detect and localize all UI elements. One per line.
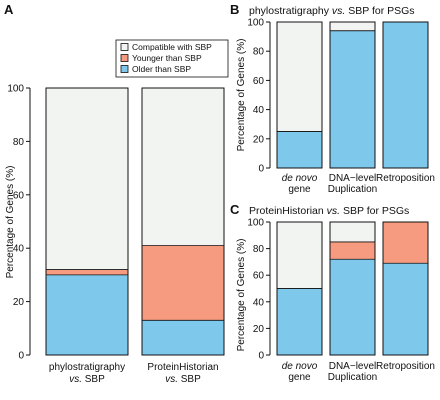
bar-segment-older	[142, 320, 224, 355]
bar-segment-older	[383, 263, 428, 355]
category-label: phylostratigraphy	[49, 362, 125, 373]
y-tick-label: 20	[253, 324, 265, 335]
chart-title-b-part2: vs.	[332, 5, 345, 17]
legend-swatch-compatible	[120, 43, 129, 51]
category-label: vs. SBP	[69, 374, 105, 385]
y-tick-label: 100	[7, 84, 24, 95]
bar-segment-older	[277, 131, 322, 168]
category-label: Duplication	[328, 184, 377, 195]
category-label: ProteinHistorian	[147, 362, 218, 373]
category-label-part: vs.	[69, 374, 82, 385]
y-axis-label-a: Percentage of Genes (%)	[5, 166, 16, 279]
bar-segment-older	[277, 288, 322, 355]
chart-panel-b: B phylostratigraphy vs. SBP for PSGs Per…	[230, 2, 435, 195]
panel-label-b: B	[230, 2, 239, 17]
y-tick-label: 100	[247, 218, 264, 229]
bar-segment-younger	[142, 245, 224, 321]
bar-segment-younger	[46, 269, 128, 275]
y-tick-label: 100	[247, 18, 264, 29]
chart-title-c-part1: ProteinHistorian	[249, 205, 327, 217]
bar-segment-compatible	[142, 88, 224, 246]
bar-outline	[276, 21, 323, 169]
bar-segment-older	[383, 22, 428, 168]
bar-segment-compatible	[330, 22, 375, 31]
bar-segment-older	[330, 259, 375, 355]
chart-panel-c: C ProteinHistorian vs. SBP for PSGs Perc…	[230, 202, 435, 383]
bars-panel-c	[276, 221, 429, 356]
bar-segment-younger	[330, 241, 375, 260]
bars-panel-a	[45, 87, 225, 356]
category-label: Retroposition	[376, 361, 435, 372]
legend-swatch-older	[120, 65, 129, 73]
category-label: Duplication	[328, 372, 377, 383]
legend-swatch-younger	[120, 54, 129, 62]
panel-label-c: C	[230, 202, 240, 217]
category-label: vs. SBP	[165, 374, 201, 385]
category-label: de novo	[282, 173, 318, 184]
category-label: gene	[288, 184, 311, 195]
chart-title-c-part3: SBP for PSGs	[340, 205, 409, 217]
bar-outline	[329, 21, 376, 169]
y-tick-label: 80	[253, 47, 265, 58]
chart-title-c-part2: vs.	[327, 205, 340, 217]
y-tick-label: 80	[13, 137, 25, 148]
bar-outline	[45, 87, 129, 356]
category-label: Retroposition	[376, 173, 435, 184]
y-axis-label-c: Percentage of Genes (%)	[236, 239, 247, 352]
bar-outline	[329, 221, 376, 356]
category-label-part: SBP	[82, 374, 105, 385]
category-label: de novo	[282, 361, 318, 372]
bars-panel-b	[276, 21, 429, 169]
y-tick-label: 80	[253, 244, 265, 255]
bar-segment-compatible	[330, 222, 375, 242]
bar-outline	[382, 21, 429, 169]
y-tick-label: 60	[253, 271, 265, 282]
bar-segment-compatible	[46, 88, 128, 270]
y-tick-label: 40	[253, 297, 265, 308]
y-axis-c: 0 20 40 60 80 100	[247, 218, 271, 362]
y-tick-label: 60	[13, 190, 25, 201]
y-tick-label: 40	[13, 244, 25, 255]
category-label-part: SBP	[178, 374, 201, 385]
chart-title-b-part1: phylostratigraphy	[249, 5, 332, 17]
legend-label-compatible: Compatible with SBP	[132, 42, 212, 52]
bar-outline	[141, 87, 225, 356]
category-label: DNA−level	[329, 361, 377, 372]
y-tick-label: 0	[258, 164, 264, 175]
category-label-part: vs.	[165, 374, 178, 385]
bar-segment-younger	[383, 222, 428, 264]
legend-box	[115, 39, 229, 78]
y-axis-b: 0 20 40 60 80 100	[247, 18, 271, 175]
chart-title-c: ProteinHistorian vs. SBP for PSGs	[249, 205, 409, 217]
legend-label-younger: Younger than SBP	[132, 53, 202, 63]
y-tick-label: 60	[253, 76, 265, 87]
bar-segment-older	[330, 30, 375, 169]
bar-segment-compatible	[277, 22, 322, 132]
panel-label-a: A	[4, 2, 14, 17]
bar-outline	[382, 221, 429, 356]
y-tick-label: 20	[253, 134, 265, 145]
category-label: gene	[288, 372, 311, 383]
y-tick-label: 40	[253, 105, 265, 116]
bar-segment-compatible	[277, 222, 322, 289]
category-label: DNA−level	[329, 173, 377, 184]
y-tick-label: 0	[258, 351, 264, 362]
y-tick-label: 20	[13, 297, 25, 308]
y-axis-a: 0 20 40 60 80 100	[7, 84, 31, 362]
y-axis-label-b: Percentage of Genes (%)	[236, 39, 247, 152]
chart-title-b-part3: SBP for PSGs	[345, 5, 414, 17]
y-tick-label: 0	[18, 351, 24, 362]
legend-label-older: Older than SBP	[132, 64, 191, 74]
chart-title-b: phylostratigraphy vs. SBP for PSGs	[249, 5, 415, 17]
bar-segment-older	[46, 274, 128, 355]
